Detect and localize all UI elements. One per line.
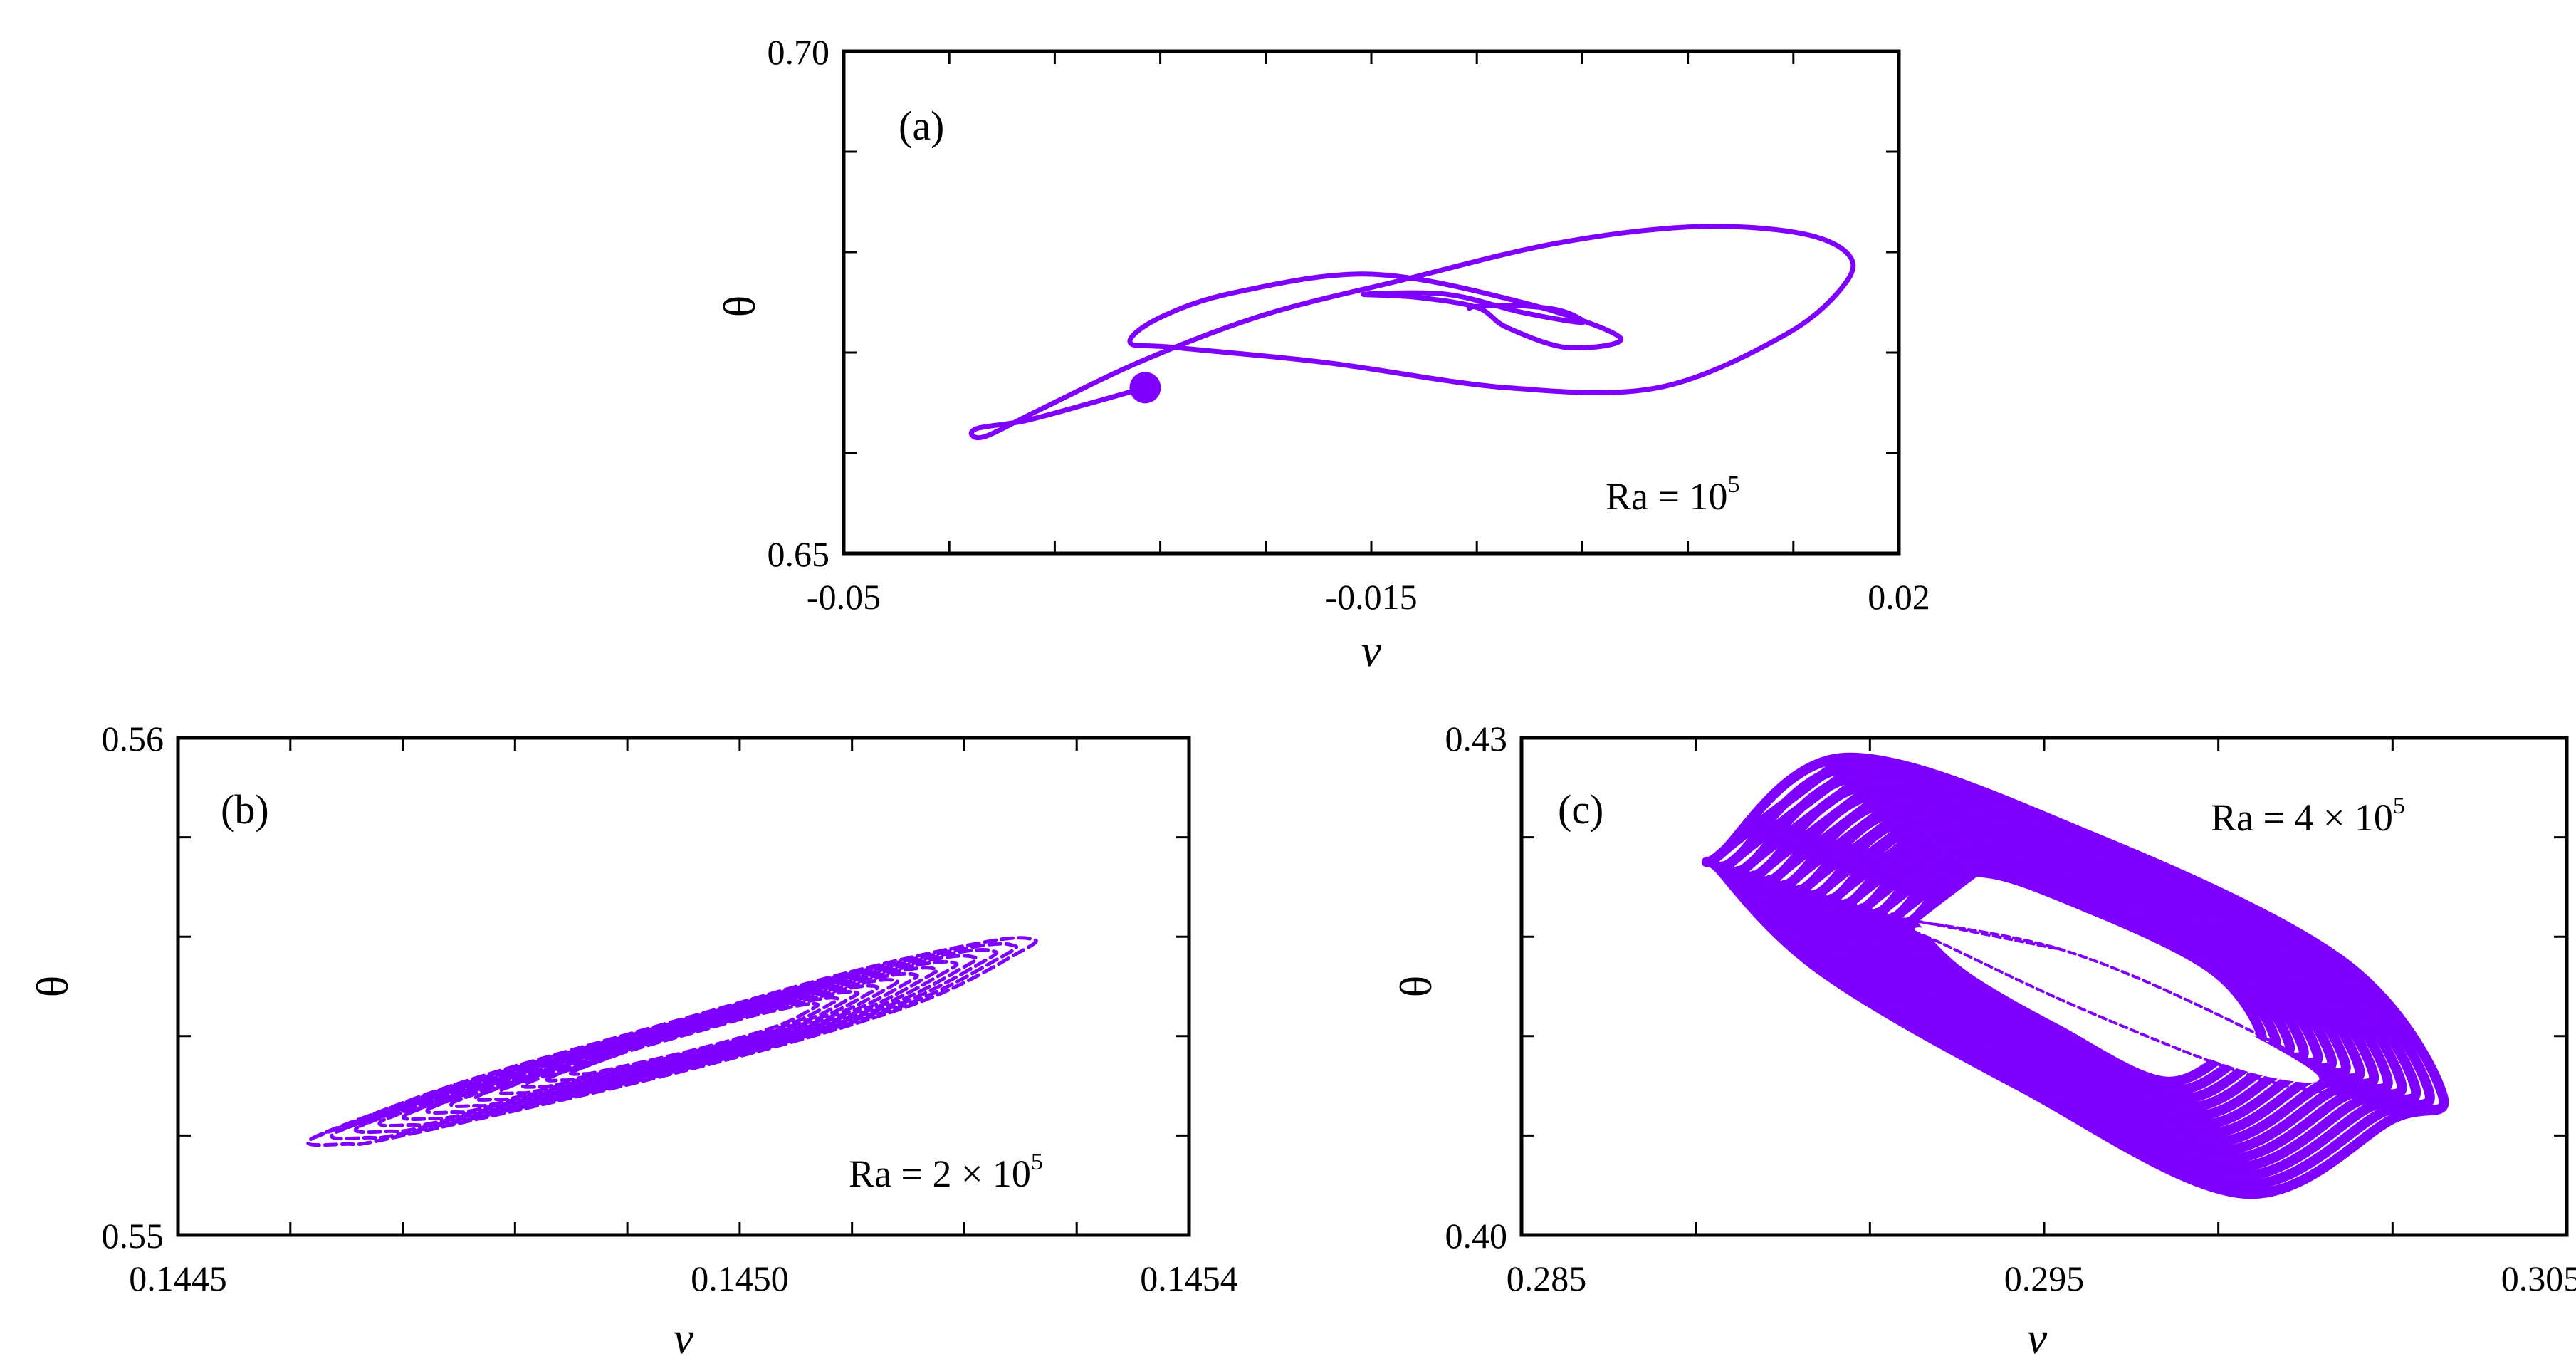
panel-c-orbit-loop: [1826, 823, 2337, 1130]
panel-a-y-tick-label-max: 0.70: [768, 32, 830, 72]
panel-b-x-tick-label-min: 0.1445: [129, 1258, 227, 1298]
panel-b-orbit-loop: [425, 966, 939, 1115]
panel-b-annotation: Ra = 2 × 105: [849, 1149, 1043, 1195]
panel-a-series: [968, 224, 1856, 441]
panel-a-trajectory-line: [968, 224, 1856, 441]
panel-c-y-tick-label-max: 0.43: [1445, 719, 1508, 759]
panel-a-annotation-base: Ra = 10: [1606, 475, 1727, 518]
panel-b-orbit-loop: [377, 954, 979, 1128]
panel-b-frame: [176, 736, 1191, 1237]
panel-c-x-tick-label-max: 0.305: [2501, 1258, 2576, 1298]
panel-b-x-axis-title: v: [674, 1313, 694, 1363]
panel-c-annotation-exponent: 5: [2393, 793, 2405, 819]
panel-b-y-tick-label-min: 0.55: [102, 1216, 164, 1256]
panel-c-label: (c): [1558, 786, 1603, 833]
panel-a-annotation: Ra = 105: [1606, 471, 1739, 518]
panel-c-inner-dashed-loop: [1883, 915, 2350, 1095]
panel-b-annotation-base: Ra = 2 × 10: [849, 1152, 1031, 1195]
panel-c-orbit-loop: [1748, 779, 2407, 1173]
panel-c-x-axis-title: v: [2027, 1313, 2048, 1363]
panel-c-orbit-loop: [1717, 761, 2435, 1191]
panel-c-orbit-loop: [1779, 796, 2379, 1156]
panel-b-series: [305, 936, 1038, 1147]
panel-c-y-tick-label-min: 0.40: [1445, 1216, 1508, 1256]
panel-b-ticks: [177, 736, 1190, 1236]
panel-a-y-axis-title: θ: [714, 296, 765, 318]
panel-a-start-marker: [1129, 372, 1161, 404]
panel-b-y-axis-title: θ: [27, 976, 78, 998]
panel-a-label: (a): [899, 103, 944, 149]
panel-a-x-tick-label-min: -0.05: [807, 577, 881, 617]
panel-a-annotation-exponent: 5: [1727, 471, 1739, 498]
panel-b-orbit-loop: [449, 971, 919, 1108]
panel-b-y-tick-label-max: 0.56: [102, 719, 164, 759]
panel-c: 0.285 0.295 0.305 0.40 0.43 v θ (c) Ra =…: [1391, 719, 2576, 1363]
panel-a-frame: [842, 49, 1901, 556]
panel-c-x-tick-label-min: 0.285: [1507, 1258, 1587, 1298]
panel-c-annotation-base: Ra = 4 × 10: [2211, 796, 2393, 839]
panel-c-series: [1701, 752, 2449, 1199]
panel-a: -0.05 -0.015 0.02 0.65 0.70 v θ (a) Ra =…: [714, 32, 1930, 676]
panel-c-orbit-loop: [1763, 788, 2393, 1164]
panel-c-x-tick-label-mid: 0.295: [2004, 1258, 2085, 1298]
panel-c-orbit-loop: [1732, 770, 2421, 1182]
panel-c-orbit-loop: [1841, 832, 2323, 1121]
panel-b-x-tick-label-max: 0.1454: [1140, 1258, 1238, 1298]
panel-c-ticks: [1520, 736, 2568, 1236]
panel-c-annotation: Ra = 4 × 105: [2211, 793, 2405, 839]
panel-c-orbit-loop: [1810, 814, 2351, 1139]
panel-c-orbit-loop: [1701, 752, 2449, 1199]
panel-a-x-tick-label-mid: -0.015: [1325, 577, 1417, 617]
panel-b-x-tick-label-mid: 0.1450: [691, 1258, 789, 1298]
panel-b: 0.1445 0.1450 0.1454 0.55 0.56 v θ (b) R…: [27, 719, 1238, 1363]
panel-c-orbit-hole: [1914, 927, 2320, 1083]
panel-b-orbit-loop: [497, 984, 880, 1095]
panel-a-y-tick-label-min: 0.65: [768, 534, 830, 574]
panel-c-orbit-loop: [1794, 806, 2365, 1147]
panel-a-x-axis-title: v: [1361, 625, 1382, 676]
panel-b-orbit-loop: [305, 936, 1038, 1147]
panel-b-label: (b): [221, 786, 269, 833]
panel-a-x-tick-label-max: 0.02: [1868, 577, 1930, 617]
panel-a-ticks: [842, 50, 1900, 555]
panel-b-orbit-loop: [569, 1001, 820, 1076]
panel-b-annotation-exponent: 5: [1031, 1149, 1043, 1175]
panel-c-y-axis-title: θ: [1391, 976, 1441, 998]
